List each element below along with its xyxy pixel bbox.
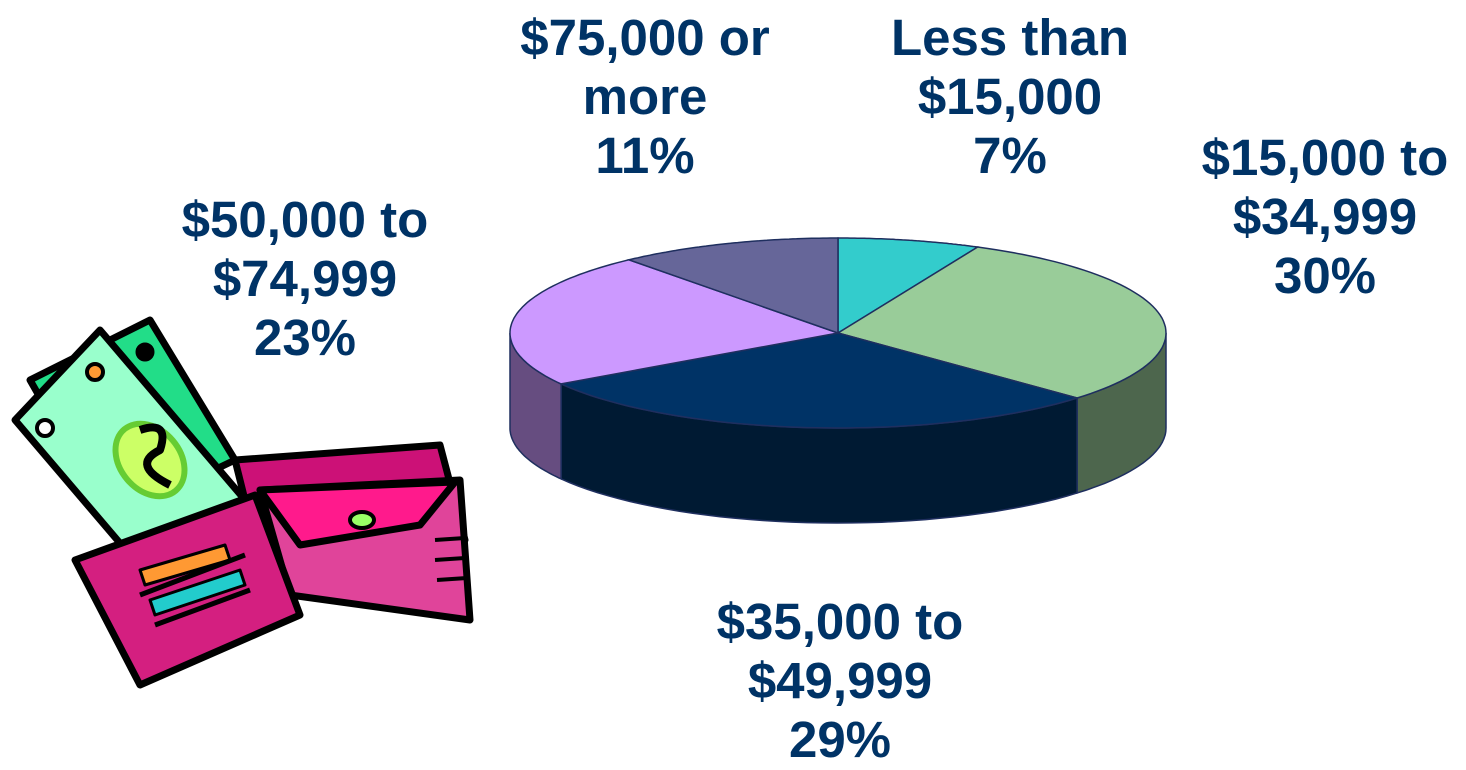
value-label: 30% [1273,247,1377,304]
slice [837,237,980,335]
slice [558,332,1080,429]
slice-label: $15,000 to $34,999 30% [1175,128,1466,305]
category-label: Less than $15,000 [890,9,1130,125]
category-label: $50,000 to $74,999 [181,191,429,307]
slice [626,237,839,335]
value-label: 11% [595,127,695,184]
slice-label: $35,000 to $49,999 29% [690,592,990,769]
slice [509,259,841,385]
category-label: $75,000 or more [520,9,770,125]
category-label: $35,000 to $49,999 [716,593,964,709]
slice-label: $75,000 or more 11% [495,8,795,185]
value-label: 23% [253,309,357,366]
slice-label: $50,000 to $74,999 23% [155,190,455,367]
slice-label: Less than $15,000 7% [860,8,1160,185]
value-label: 7% [973,127,1047,184]
wallet-clipart [11,316,474,689]
category-label: $15,000 to $34,999 [1201,129,1449,245]
slice [836,246,1167,399]
value-label: 29% [788,711,892,768]
